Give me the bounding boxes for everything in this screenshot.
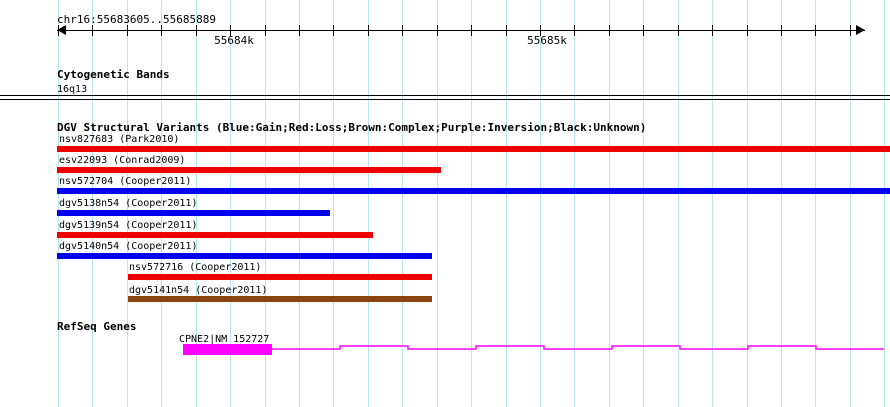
ruler-tick xyxy=(230,25,231,36)
variant-track-label[interactable]: dgv5141n54 (Cooper2011) xyxy=(129,285,268,296)
ruler-tick xyxy=(850,25,851,36)
gridline xyxy=(884,0,885,407)
variant-track-label[interactable]: nsv572716 (Cooper2011) xyxy=(129,262,262,273)
dgv-section-title: DGV Structural Variants (Blue:Gain;Red:L… xyxy=(57,121,647,134)
variant-track-label[interactable]: dgv5139n54 (Cooper2011) xyxy=(59,220,198,231)
variant-track-bar[interactable] xyxy=(57,167,441,173)
refseq-genes-title: RefSeq Genes xyxy=(57,320,137,333)
cytogenetic-bands-title: Cytogenetic Bands xyxy=(57,68,170,81)
ruler-tick xyxy=(127,25,128,36)
ruler-tick xyxy=(368,25,369,36)
ruler-tick xyxy=(506,25,507,36)
ruler-tick xyxy=(161,25,162,36)
ruler-tick xyxy=(815,25,816,36)
ruler-tick-label: 55685k xyxy=(527,34,567,47)
ruler-tick xyxy=(781,25,782,36)
cytoband-label[interactable]: 16q13 xyxy=(57,84,88,95)
ruler-tick xyxy=(196,25,197,36)
ruler-tick xyxy=(678,25,679,36)
variant-track-label[interactable]: dgv5140n54 (Cooper2011) xyxy=(59,241,198,252)
ruler-tick xyxy=(299,25,300,36)
gene-label[interactable]: CPNE2|NM_152727 xyxy=(179,334,270,345)
section-divider-bottom xyxy=(0,99,890,100)
ruler-tick xyxy=(58,25,59,36)
variant-track-label[interactable]: nsv827683 (Park2010) xyxy=(59,134,180,145)
coordinate-label: chr16:55683605..55685889 xyxy=(57,13,216,26)
ruler-axis-line xyxy=(57,30,865,31)
ruler-tick xyxy=(437,25,438,36)
variant-track-bar[interactable] xyxy=(57,146,890,152)
variant-track-bar[interactable] xyxy=(128,296,432,302)
arrow-right-icon xyxy=(856,25,865,35)
arrow-left-icon xyxy=(57,25,66,35)
ruler-tick xyxy=(609,25,610,36)
variant-track-bar[interactable] xyxy=(57,210,330,216)
ruler-tick xyxy=(643,25,644,36)
variant-track-bar[interactable] xyxy=(128,274,432,280)
ruler-tick xyxy=(92,25,93,36)
variant-track-label[interactable]: esv22093 (Conrad2009) xyxy=(59,155,186,166)
variant-track-bar[interactable] xyxy=(57,253,432,259)
ruler-tick xyxy=(540,25,541,36)
ruler-tick xyxy=(471,25,472,36)
variant-track-label[interactable]: dgv5138n54 (Cooper2011) xyxy=(59,198,198,209)
gene-exon-box[interactable] xyxy=(183,344,272,355)
variant-track-bar[interactable] xyxy=(57,188,890,194)
section-divider-top xyxy=(0,95,890,96)
gene-intron-line xyxy=(272,345,884,350)
ruler-tick xyxy=(333,25,334,36)
intron-path xyxy=(272,345,884,350)
ruler-tick xyxy=(747,25,748,36)
ruler-tick xyxy=(402,25,403,36)
ruler-tick xyxy=(712,25,713,36)
variant-track-bar[interactable] xyxy=(57,232,373,238)
ruler-tick-label: 55684k xyxy=(214,34,254,47)
ruler-tick xyxy=(574,25,575,36)
variant-track-label[interactable]: nsv572704 (Cooper2011) xyxy=(59,176,192,187)
ruler-tick xyxy=(265,25,266,36)
